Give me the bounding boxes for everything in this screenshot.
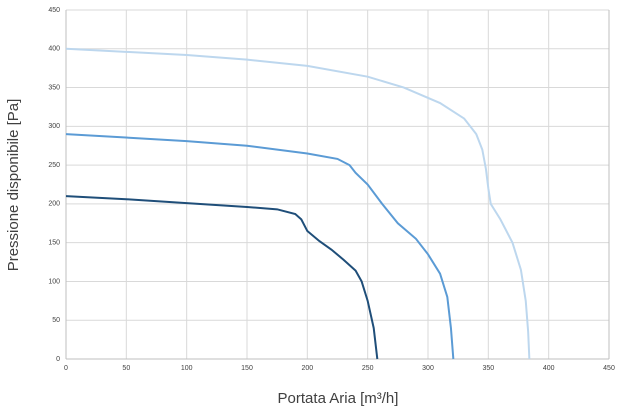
y-tick-label: 200: [48, 201, 60, 208]
x-tick-label: 0: [64, 365, 68, 372]
x-tick-label: 350: [482, 365, 494, 372]
y-tick-label: 100: [48, 278, 60, 285]
y-tick-label: 150: [48, 240, 60, 247]
x-tick-label: 150: [241, 365, 253, 372]
y-axis-title: Pressione disponibile [Pa]: [5, 99, 22, 272]
x-tick-label: 200: [301, 365, 313, 372]
y-tick-label: 350: [48, 84, 60, 91]
y-tick-label: 50: [52, 317, 60, 324]
y-tick-label: 450: [48, 7, 60, 14]
y-tick-label: 400: [48, 46, 60, 53]
x-tick-label: 300: [422, 365, 434, 372]
x-tick-label: 400: [543, 365, 555, 372]
x-tick-label: 450: [603, 365, 615, 372]
curve: [65, 47, 531, 360]
y-tick-label: 0: [56, 356, 60, 363]
y-tick-label: 300: [48, 123, 60, 130]
curve: [65, 133, 455, 360]
y-tick-label: 250: [48, 162, 60, 169]
curve: [65, 195, 379, 360]
x-tick-label: 250: [362, 365, 374, 372]
x-tick-label: 50: [122, 365, 130, 372]
x-tick-label: 100: [181, 365, 193, 372]
x-axis-title: Portata Aria [m³/h]: [278, 390, 399, 407]
